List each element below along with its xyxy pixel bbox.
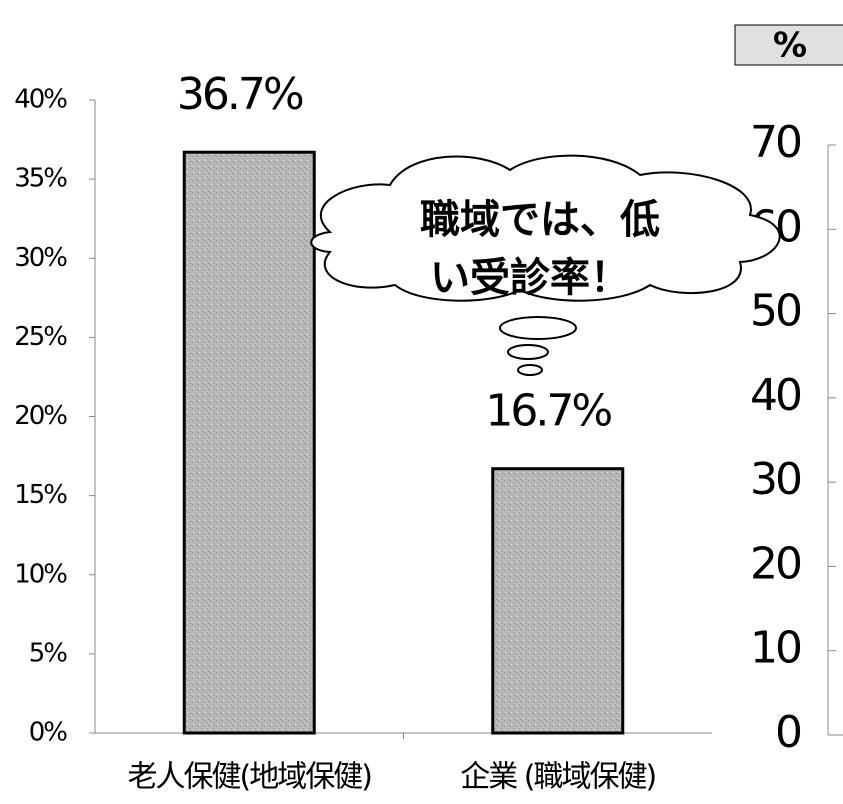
y-tick-label: 50 (750, 286, 801, 337)
annotation: 職域では、低 (420, 197, 660, 243)
y-tick-label: 10 (750, 623, 801, 674)
y-tick-label: 5% (29, 638, 68, 668)
x-tick-label: 企業 (職域保健) (460, 760, 655, 795)
y-tick-label: 40 (750, 370, 801, 421)
y-tick-label: 70 (750, 117, 801, 168)
y-tick-label: 30 (750, 454, 801, 505)
bar (184, 152, 314, 733)
y-tick-label: 20% (14, 401, 67, 431)
unit-label: % (773, 26, 807, 66)
y-tick-label: 35% (14, 164, 67, 194)
y-tick-label: 40% (14, 85, 67, 115)
value-label: 16.7% (485, 386, 611, 437)
bar (493, 469, 623, 733)
x-tick-label: 老人保健(地域保健) (128, 760, 372, 795)
y-tick-label: 20 (750, 538, 801, 589)
y-tick-label: 25% (14, 322, 67, 352)
y-tick-label: 30% (14, 243, 67, 273)
cloud-bubble (518, 365, 542, 375)
chart: %0102030405060700%5%10%15%20%25%30%35%40… (0, 0, 843, 804)
y-tick-label: 0 (775, 707, 801, 758)
cloud-bubble (500, 317, 576, 339)
annotation: い受診率！ (430, 255, 630, 301)
value-label: 36.7% (177, 69, 303, 120)
y-tick-label: 15% (14, 480, 67, 510)
y-tick-label: 0% (29, 718, 68, 748)
y-tick-label: 10% (14, 559, 67, 589)
cloud-bubble (508, 345, 548, 359)
